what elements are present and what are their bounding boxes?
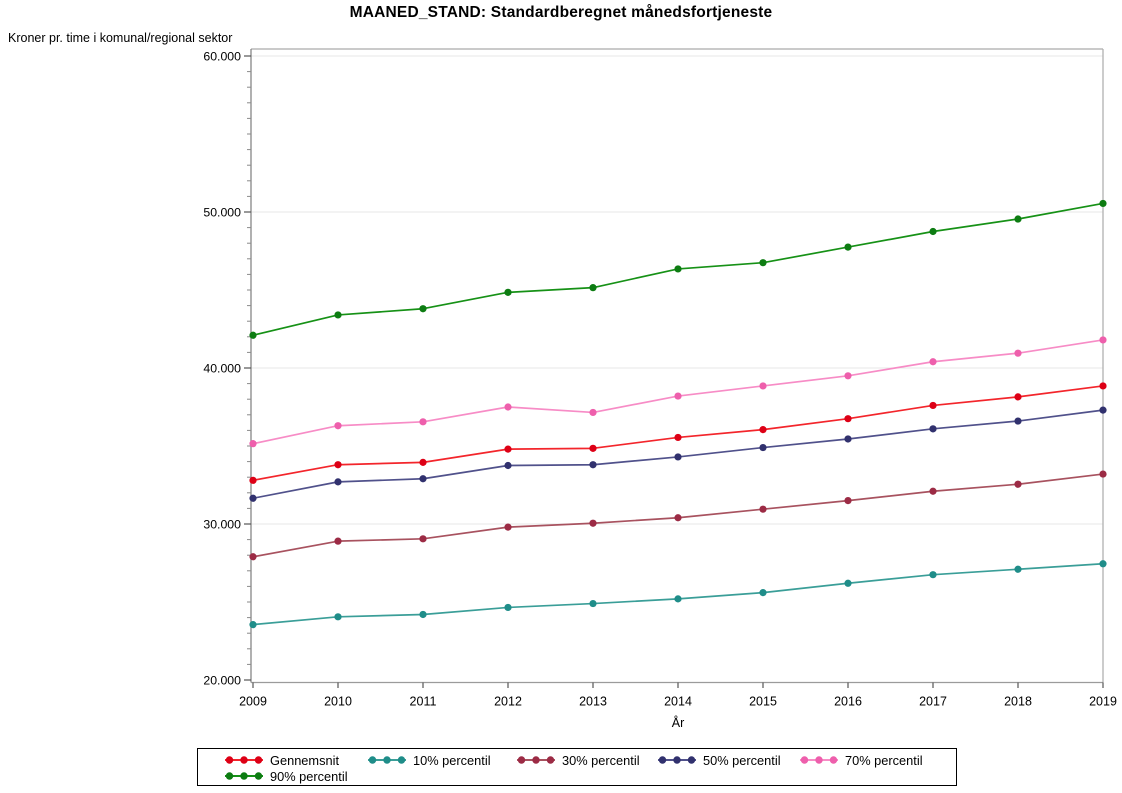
svg-text:30.000: 30.000 bbox=[203, 517, 241, 531]
legend-item-30-percentil: 30% percentil bbox=[517, 753, 658, 768]
svg-text:2015: 2015 bbox=[749, 695, 777, 709]
legend-marker-icon bbox=[658, 756, 696, 764]
y-axis-title: Kroner pr. time i komunal/regional sekto… bbox=[8, 31, 233, 45]
series-30-percentil bbox=[249, 470, 1107, 561]
legend-marker-icon bbox=[225, 756, 263, 764]
svg-text:2014: 2014 bbox=[664, 695, 692, 709]
svg-text:50.000: 50.000 bbox=[203, 205, 241, 219]
legend: Gennemsnit 10% percentil 30% percentil 50% … bbox=[197, 748, 957, 786]
x-axis-ticks: 2009 2010 2011 2012 2013 2014 2015 2016 2017 2018… bbox=[239, 682, 1117, 709]
svg-text:2013: 2013 bbox=[579, 695, 607, 709]
series-70-percentil bbox=[249, 336, 1107, 448]
legend-label: 10% percentil bbox=[413, 752, 491, 768]
svg-text:2019: 2019 bbox=[1089, 695, 1117, 709]
svg-text:2017: 2017 bbox=[919, 695, 947, 709]
series-90-percentil bbox=[249, 199, 1107, 339]
legend-label: Gennemsnit bbox=[270, 752, 339, 768]
legend-label: 50% percentil bbox=[703, 752, 781, 768]
legend-label: 70% percentil bbox=[845, 752, 923, 768]
svg-text:60.000: 60.000 bbox=[203, 49, 241, 63]
y-gridlines bbox=[251, 55, 1103, 525]
series-10-percentil bbox=[249, 560, 1107, 629]
legend-marker-icon bbox=[368, 756, 406, 764]
svg-text:2010: 2010 bbox=[324, 695, 352, 709]
series-50-percentil bbox=[249, 406, 1107, 502]
svg-text:40.000: 40.000 bbox=[203, 361, 241, 375]
legend-label: 30% percentil bbox=[562, 752, 640, 768]
chart-title: MAANED_STAND: Standardberegnet månedsfor… bbox=[349, 4, 773, 21]
svg-text:20.000: 20.000 bbox=[203, 673, 241, 687]
y-axis-ticks: 20.000 30.000 40.000 50.000 60.000 bbox=[203, 49, 251, 687]
legend-item-gennemsnit: Gennemsnit bbox=[225, 753, 368, 768]
legend-item-10-percentil: 10% percentil bbox=[368, 753, 517, 768]
axes bbox=[250, 49, 1103, 684]
svg-text:2016: 2016 bbox=[834, 695, 862, 709]
legend-item-50-percentil: 50% percentil bbox=[658, 753, 800, 768]
legend-marker-icon bbox=[225, 772, 263, 780]
legend-marker-icon bbox=[517, 756, 555, 764]
legend-row: 90% percentil bbox=[225, 768, 956, 784]
legend-label: 90% percentil bbox=[270, 768, 348, 784]
x-axis-title: År bbox=[671, 716, 685, 730]
svg-text:2011: 2011 bbox=[410, 695, 437, 709]
legend-marker-icon bbox=[800, 756, 838, 764]
legend-row: Gennemsnit 10% percentil 30% percentil 50% … bbox=[225, 752, 956, 768]
plot-border bbox=[251, 48, 1104, 683]
svg-text:2012: 2012 bbox=[494, 695, 522, 709]
legend-item-90-percentil: 90% percentil bbox=[225, 769, 348, 784]
series-gennemsnit bbox=[249, 382, 1107, 484]
svg-text:2018: 2018 bbox=[1004, 695, 1032, 709]
legend-item-70-percentil: 70% percentil bbox=[800, 753, 923, 768]
svg-text:2009: 2009 bbox=[239, 695, 267, 709]
